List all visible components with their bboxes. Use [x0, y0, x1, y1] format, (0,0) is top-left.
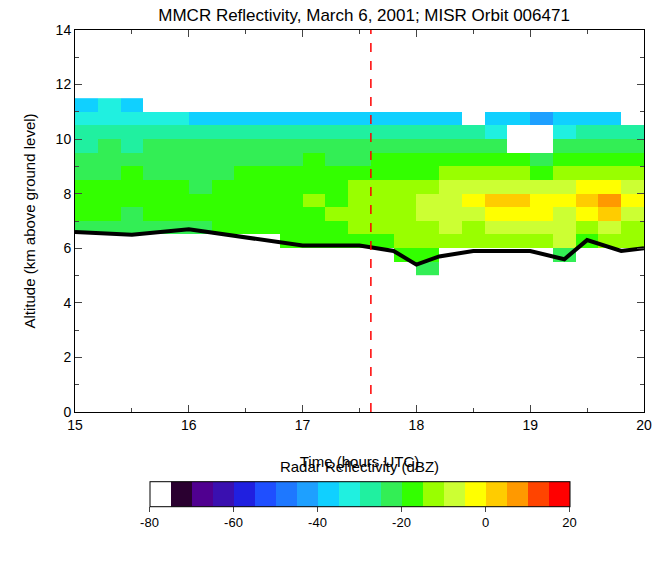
svg-text:20: 20: [562, 515, 576, 530]
svg-text:15: 15: [67, 417, 83, 433]
svg-text:0: 0: [482, 515, 489, 530]
svg-text:18: 18: [409, 417, 425, 433]
svg-text:MMCR Reflectivity, March 6, 20: MMCR Reflectivity, March 6, 2001; MISR O…: [158, 6, 570, 25]
svg-text:14: 14: [56, 22, 72, 38]
svg-text:16: 16: [181, 417, 197, 433]
svg-text:-60: -60: [224, 515, 243, 530]
svg-text:Radar Reflectivity (dBZ): Radar Reflectivity (dBZ): [280, 458, 439, 475]
svg-text:10: 10: [56, 131, 72, 147]
svg-text:Time (hours UTC): Time (hours UTC): [300, 453, 419, 470]
svg-text:20: 20: [636, 417, 652, 433]
svg-text:-40: -40: [308, 515, 327, 530]
svg-text:4: 4: [63, 295, 71, 311]
svg-text:-80: -80: [140, 515, 159, 530]
svg-text:-20: -20: [392, 515, 411, 530]
svg-text:17: 17: [295, 417, 311, 433]
svg-text:12: 12: [56, 76, 72, 92]
svg-text:19: 19: [522, 417, 538, 433]
svg-text:6: 6: [63, 240, 71, 256]
svg-text:8: 8: [63, 186, 71, 202]
svg-text:0: 0: [63, 404, 71, 420]
svg-text:Altitude (km above ground leve: Altitude (km above ground level): [21, 113, 38, 328]
svg-text:2: 2: [63, 349, 71, 365]
